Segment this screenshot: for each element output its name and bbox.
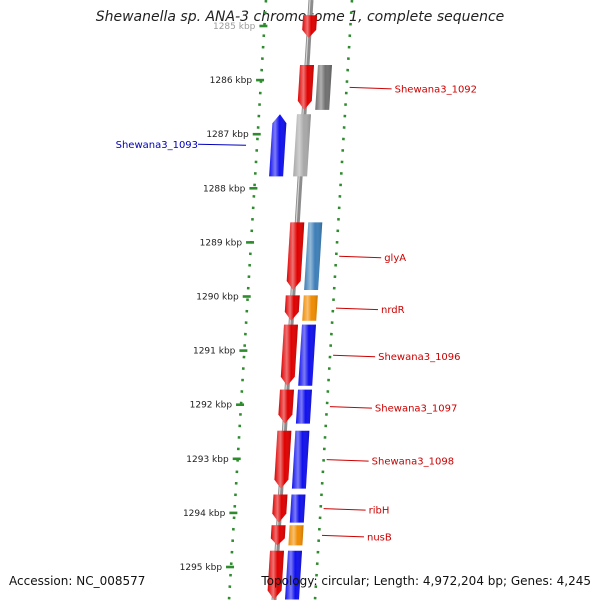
label-glya[interactable]: glyA (384, 253, 406, 264)
gene-shading (297, 65, 314, 110)
scale-tick-label: 1294 kbp (183, 509, 226, 519)
scale-ticks: 1285 kbp 1286 kbp 1287 kbp 1288 kbp 1289 kbp… (180, 22, 268, 573)
scale-tick-label: 1289 kbp (200, 238, 243, 248)
gene-feature[interactable] (267, 550, 284, 600)
label-leader-shewana3-1092 (349, 86, 392, 90)
gene-feature[interactable] (315, 65, 332, 110)
gene-shading (286, 222, 305, 290)
gene-shewana3-1092[interactable] (297, 65, 314, 110)
gene-shading (269, 114, 287, 177)
gene-shading (291, 430, 310, 489)
gene-shewana3-1093[interactable] (269, 114, 287, 177)
scale-tick-label: 1290 kbp (196, 293, 239, 303)
gene-shewana3-1096[interactable] (280, 324, 298, 386)
label-leader-ribh (323, 508, 366, 511)
label-leader-shewana3-1093 (198, 143, 247, 146)
scale-tick-label: 1292 kbp (190, 401, 233, 411)
label-ribh[interactable]: ribH (369, 506, 390, 517)
gene-feature[interactable] (304, 222, 323, 290)
gene-shading (302, 15, 318, 38)
gene-shading (270, 525, 286, 546)
label-shewana3-1093[interactable]: Shewana3_1093 (116, 140, 198, 151)
label-nusb[interactable]: nusB (367, 532, 392, 543)
gene-shading (298, 324, 316, 386)
gene-feature[interactable] (288, 525, 304, 546)
track-guides (227, 0, 354, 600)
scale-tick-label: 1287 kbp (206, 130, 249, 140)
guide-ring-outer (313, 0, 354, 600)
gene-shading (278, 389, 294, 424)
label-leader-nusb (321, 534, 365, 538)
gene-shading (302, 295, 318, 321)
gene-labels: Shewana3_1092 Shewana3_1093 glyA nrdR Shewan… (116, 84, 477, 543)
gene-feature[interactable] (302, 295, 318, 321)
label-shewana3-1092[interactable]: Shewana3_1092 (395, 84, 477, 95)
map-title: Shewanella sp. ANA-3 chromosome 1, compl… (95, 9, 505, 25)
gene-nrdr[interactable] (284, 295, 300, 321)
scale-tick-label: 1288 kbp (203, 184, 246, 194)
label-leader-shewana3-1098 (326, 459, 369, 462)
gene-shading (284, 295, 300, 321)
label-shewana3-1097[interactable]: Shewana3_1097 (375, 404, 457, 415)
label-leader-glya (339, 255, 382, 259)
topology-text: Topology: circular; Length: 4,972,204 bp… (261, 574, 591, 588)
scale-tick-label: 1291 kbp (193, 347, 236, 357)
gene-shading (272, 494, 288, 523)
label-leader-nrdr (335, 307, 379, 311)
scale-tick-label: 1286 kbp (210, 76, 253, 86)
gene-shading (280, 324, 298, 386)
gene-shading (295, 389, 312, 424)
scale-tick-label: 1293 kbp (186, 455, 229, 465)
gene-feature[interactable] (293, 114, 311, 177)
gene-shewana3-1098[interactable] (274, 430, 292, 489)
gene-feature[interactable] (291, 430, 310, 489)
gene-shading (304, 222, 323, 290)
gene-shading (285, 550, 302, 600)
gene-shewana3-1097[interactable] (278, 389, 294, 424)
gene-feature[interactable] (295, 389, 312, 424)
label-leader-shewana3-1097 (329, 406, 372, 409)
gene-ribh[interactable] (272, 494, 288, 523)
label-shewana3-1098[interactable]: Shewana3_1098 (372, 457, 454, 468)
label-nrdr[interactable]: nrdR (381, 305, 405, 316)
gene-feature[interactable] (302, 15, 318, 38)
label-leader-shewana3-1096 (333, 354, 376, 358)
gene-shading (293, 114, 311, 177)
gene-feature[interactable] (289, 494, 306, 523)
gene-nusb[interactable] (270, 525, 286, 546)
accession-text: Accession: NC_008577 (9, 574, 146, 588)
scale-tick-label: 1285 kbp (213, 22, 256, 32)
gene-shading (267, 550, 284, 600)
gene-shading (315, 65, 332, 110)
gene-glya[interactable] (286, 222, 305, 290)
gene-shading (289, 494, 306, 523)
gene-feature[interactable] (285, 550, 302, 600)
gene-shading (274, 430, 292, 489)
gene-feature[interactable] (298, 324, 316, 386)
scale-tick-label: 1295 kbp (180, 563, 223, 573)
guide-ring-inner (227, 0, 268, 600)
gene-features (267, 15, 332, 600)
gene-shading (288, 525, 304, 546)
label-shewana3-1096[interactable]: Shewana3_1096 (378, 352, 460, 363)
